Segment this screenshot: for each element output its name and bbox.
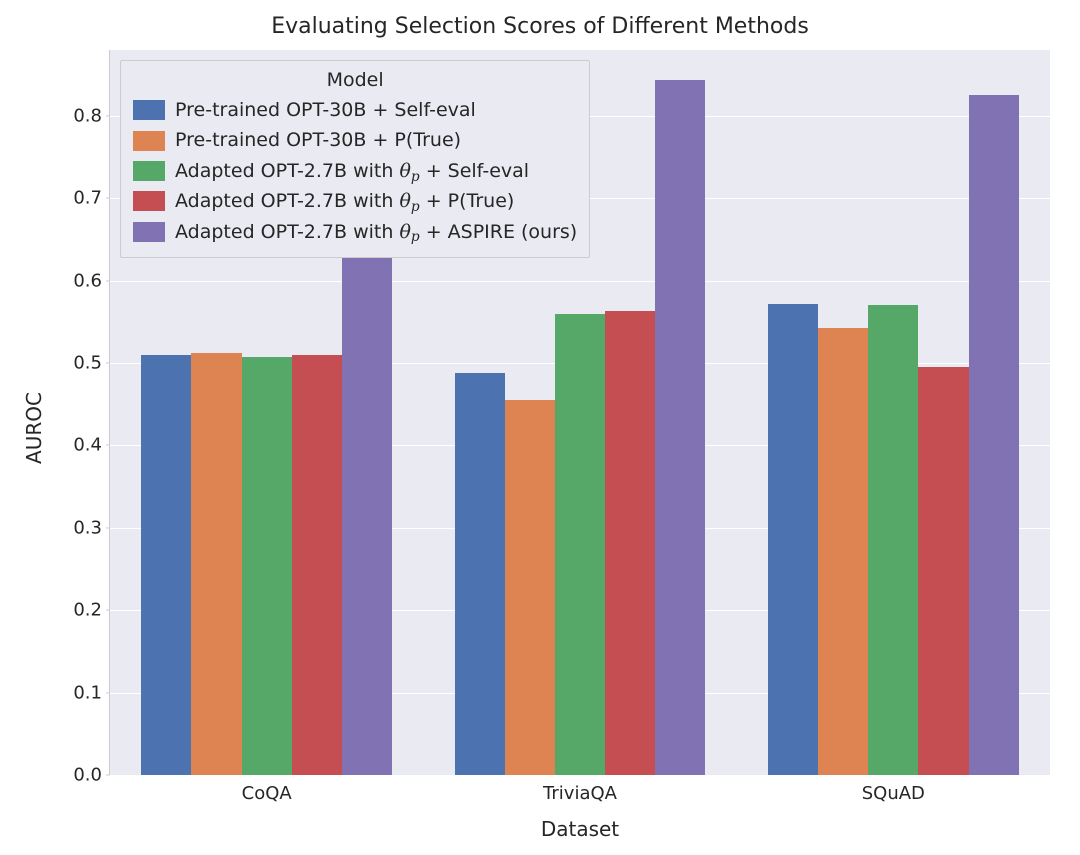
legend-title: Model bbox=[133, 69, 577, 91]
legend-swatch bbox=[133, 161, 165, 181]
bar bbox=[868, 305, 918, 775]
ytick-label: 0.2 bbox=[73, 600, 110, 621]
legend-swatch bbox=[133, 100, 165, 120]
bar bbox=[818, 328, 868, 775]
x-axis-label: Dataset bbox=[110, 817, 1050, 841]
ytick-label: 0.6 bbox=[73, 270, 110, 291]
legend-label: Pre-trained OPT-30B + P(True) bbox=[175, 125, 461, 155]
xtick-label: SQuAD bbox=[862, 775, 925, 804]
bar bbox=[655, 80, 705, 775]
legend-swatch bbox=[133, 222, 165, 242]
bar bbox=[605, 311, 655, 775]
chart-container: Evaluating Selection Scores of Different… bbox=[0, 0, 1080, 855]
legend-label: Pre-trained OPT-30B + Self-eval bbox=[175, 95, 476, 125]
ytick-label: 0.7 bbox=[73, 188, 110, 209]
legend-swatch bbox=[133, 191, 165, 211]
legend-label: Adapted OPT-2.7B with θp + P(True) bbox=[175, 186, 514, 216]
bar bbox=[918, 367, 968, 775]
bar bbox=[191, 353, 241, 775]
y-axis-label: AUROC bbox=[22, 392, 46, 464]
legend-swatch bbox=[133, 131, 165, 151]
legend-item: Adapted OPT-2.7B with θp + P(True) bbox=[133, 186, 577, 216]
bar bbox=[242, 357, 292, 775]
legend-item: Adapted OPT-2.7B with θp + ASPIRE (ours) bbox=[133, 217, 577, 247]
bar bbox=[505, 400, 555, 775]
ytick-label: 0.3 bbox=[73, 517, 110, 538]
ytick-label: 0.8 bbox=[73, 105, 110, 126]
xtick-label: CoQA bbox=[242, 775, 292, 804]
xtick-label: TriviaQA bbox=[543, 775, 617, 804]
chart-title: Evaluating Selection Scores of Different… bbox=[0, 14, 1080, 39]
ytick-label: 0.5 bbox=[73, 353, 110, 374]
legend: Model Pre-trained OPT-30B + Self-evalPre… bbox=[120, 60, 590, 258]
ytick-label: 0.0 bbox=[73, 765, 110, 786]
bar bbox=[455, 373, 505, 775]
ytick-label: 0.1 bbox=[73, 682, 110, 703]
bar bbox=[292, 355, 342, 775]
legend-item: Pre-trained OPT-30B + Self-eval bbox=[133, 95, 577, 125]
bar bbox=[141, 355, 191, 775]
gridline bbox=[110, 281, 1050, 282]
spine-left bbox=[109, 50, 110, 775]
bar bbox=[969, 95, 1019, 775]
ytick-label: 0.4 bbox=[73, 435, 110, 456]
bar bbox=[768, 304, 818, 775]
legend-item: Pre-trained OPT-30B + P(True) bbox=[133, 125, 577, 155]
legend-item: Adapted OPT-2.7B with θp + Self-eval bbox=[133, 156, 577, 186]
legend-label: Adapted OPT-2.7B with θp + Self-eval bbox=[175, 156, 529, 186]
bar bbox=[555, 314, 605, 775]
legend-label: Adapted OPT-2.7B with θp + ASPIRE (ours) bbox=[175, 217, 577, 247]
